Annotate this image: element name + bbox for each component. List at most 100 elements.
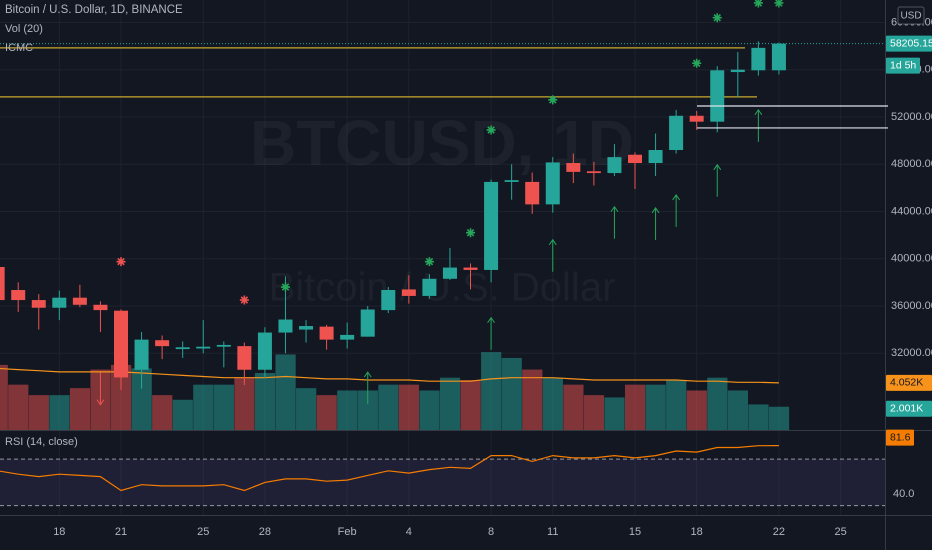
y-tick-label: 40000.00 bbox=[891, 253, 932, 265]
volume-bar bbox=[213, 384, 234, 430]
volume-ma-label: 4.052K bbox=[890, 377, 923, 389]
volume-value-label: 2.001K bbox=[890, 403, 923, 415]
candle-body bbox=[278, 319, 293, 333]
candle-body bbox=[751, 47, 766, 71]
candle-body bbox=[566, 163, 581, 172]
x-tick-label: 18 bbox=[53, 526, 65, 538]
candle-body bbox=[484, 181, 499, 270]
x-tick-label: 22 bbox=[773, 526, 785, 538]
countdown-label: 1d 5h bbox=[890, 59, 916, 71]
candle-body bbox=[442, 267, 457, 279]
x-tick-label: 4 bbox=[406, 526, 412, 538]
volume-bar bbox=[8, 384, 29, 430]
volume-bar bbox=[583, 395, 605, 430]
volume-bar bbox=[625, 384, 646, 430]
candle-body bbox=[0, 266, 5, 301]
x-tick-label: 28 bbox=[259, 526, 271, 538]
volume-bar bbox=[275, 354, 296, 430]
plot-area bbox=[0, 0, 885, 430]
up-arrow bbox=[548, 238, 557, 272]
countdown-label-box bbox=[886, 57, 920, 74]
currency[interactable]: USD bbox=[900, 11, 921, 22]
volume-ma-label-box bbox=[886, 374, 932, 391]
volume-bar bbox=[501, 357, 522, 430]
candle-body bbox=[31, 300, 46, 308]
volume-value-label-box bbox=[886, 400, 932, 417]
volume-bar bbox=[152, 395, 173, 430]
volume-bar bbox=[296, 388, 317, 430]
rsi-name: RSI (14, close) bbox=[5, 436, 78, 448]
signal-star bbox=[774, 0, 784, 8]
volume-bar bbox=[707, 377, 728, 430]
signal-star bbox=[753, 0, 763, 8]
rsi-value-label: 81.6 bbox=[890, 431, 911, 443]
candle-body bbox=[381, 290, 396, 311]
signal-star bbox=[280, 282, 290, 292]
candle-body bbox=[607, 157, 622, 174]
candle-body bbox=[360, 309, 375, 337]
x-tick-label: 25 bbox=[197, 526, 209, 538]
volume-bar bbox=[645, 384, 666, 430]
x-tick-label: 21 bbox=[115, 526, 127, 538]
candle-body bbox=[155, 340, 170, 347]
signal-star bbox=[424, 257, 434, 267]
candle-body bbox=[93, 304, 108, 311]
arrow-head bbox=[672, 194, 681, 201]
volume-bar bbox=[28, 395, 49, 430]
last-price-label-box bbox=[886, 35, 932, 52]
candle-body bbox=[771, 43, 786, 71]
y-tick-label: 36000.00 bbox=[891, 300, 932, 312]
volume-bar bbox=[727, 390, 748, 430]
candle-body bbox=[134, 339, 149, 370]
candle-body bbox=[463, 267, 478, 270]
candle-body bbox=[196, 346, 211, 349]
candle-body bbox=[689, 115, 704, 122]
volume-bar bbox=[49, 395, 70, 430]
signal-star bbox=[466, 228, 476, 238]
up-arrow bbox=[363, 371, 372, 405]
axes: 32000.00 36000.00 40000.00 44000.00 48000.00… bbox=[53, 16, 932, 538]
volume-bar bbox=[254, 373, 276, 430]
arrow-head bbox=[363, 371, 372, 378]
arrow-head bbox=[548, 238, 557, 246]
candle-body bbox=[401, 289, 416, 296]
candle-body bbox=[422, 278, 437, 296]
candle-body bbox=[299, 326, 314, 330]
rsi-pane bbox=[0, 445, 885, 507]
up-arrow bbox=[672, 194, 681, 227]
candle-body bbox=[72, 297, 87, 305]
signal-star bbox=[548, 95, 558, 105]
candle-body bbox=[52, 297, 67, 308]
signal-star bbox=[239, 295, 249, 305]
volume-bar bbox=[542, 377, 563, 430]
volume-bar bbox=[666, 380, 687, 430]
volume-bar bbox=[419, 390, 440, 430]
candle-body bbox=[237, 346, 252, 370]
candle-body bbox=[525, 181, 540, 205]
down-arrow bbox=[96, 372, 105, 406]
candle-body bbox=[11, 290, 26, 301]
signal-star bbox=[692, 58, 702, 68]
arrow-head bbox=[651, 207, 660, 214]
y-tick-label: 48000.00 bbox=[891, 158, 932, 170]
currency-box[interactable] bbox=[897, 6, 925, 25]
volume-bar bbox=[69, 388, 91, 430]
arrow-head bbox=[96, 399, 105, 406]
volume-bar bbox=[337, 390, 358, 430]
rsi-line bbox=[0, 445, 779, 492]
volume-bar bbox=[378, 384, 399, 430]
x-tick-label: 25 bbox=[834, 526, 846, 538]
x-tick-label: 15 bbox=[629, 526, 641, 538]
up-arrow bbox=[610, 205, 619, 239]
x-tick-label: 11 bbox=[547, 526, 558, 538]
candle-body bbox=[257, 332, 272, 370]
x-tick-label: 8 bbox=[488, 526, 494, 538]
volume-bar bbox=[481, 352, 502, 430]
y-tick-label: 32000.00 bbox=[891, 347, 932, 359]
up-arrow bbox=[754, 108, 763, 142]
indicator-name: ICMC bbox=[5, 42, 33, 54]
volume-bar bbox=[172, 399, 193, 430]
candle-body bbox=[669, 115, 684, 151]
candle-body bbox=[175, 347, 190, 350]
